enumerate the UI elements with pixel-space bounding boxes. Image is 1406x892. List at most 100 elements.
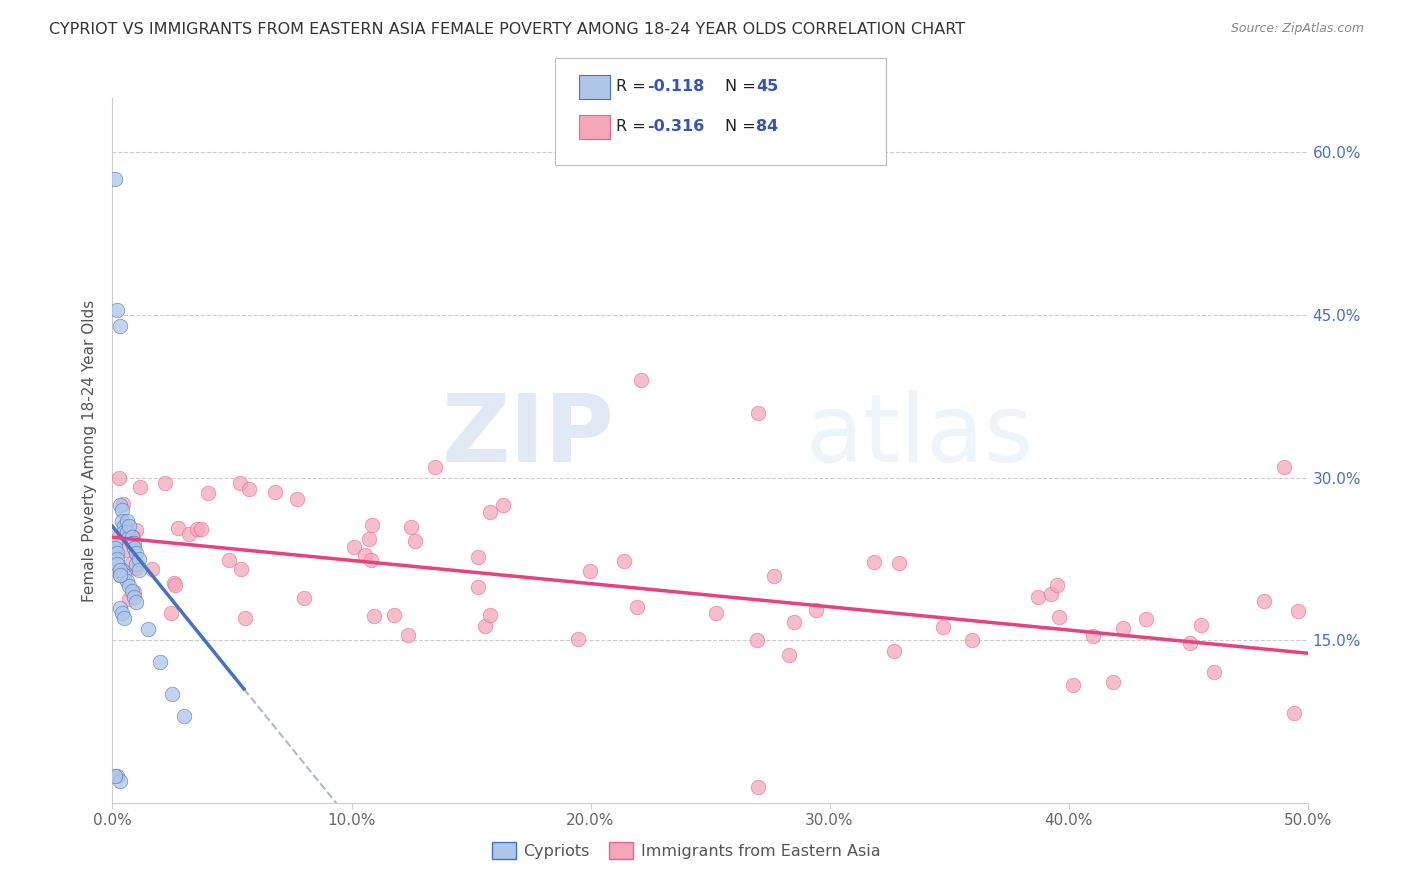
Text: -0.316: -0.316 [647, 120, 704, 134]
Point [783, 615, 806, 629]
Point [357, 532, 380, 546]
Point [1135, 612, 1157, 626]
Point [138, 623, 160, 637]
Point [1204, 665, 1226, 680]
Point [567, 632, 589, 647]
Point [747, 405, 769, 419]
Text: Source: ZipAtlas.com: Source: ZipAtlas.com [1230, 22, 1364, 36]
Point [104, 535, 127, 549]
Point [118, 579, 141, 593]
Point [292, 591, 315, 605]
Point [125, 558, 148, 572]
Point [149, 655, 172, 669]
Point [1039, 587, 1062, 601]
Text: R =: R = [616, 120, 651, 134]
Point [125, 595, 148, 609]
Text: N =: N = [725, 120, 762, 134]
Point [579, 564, 602, 578]
Point [467, 549, 489, 564]
Point [883, 644, 905, 658]
Point [115, 524, 138, 539]
Text: N =: N = [725, 79, 762, 95]
Point [111, 497, 134, 511]
Point [108, 318, 131, 333]
Legend: Cypriots, Immigrants from Eastern Asia: Cypriots, Immigrants from Eastern Asia [485, 836, 887, 865]
Point [613, 554, 636, 568]
Text: 84: 84 [756, 120, 779, 134]
Point [177, 527, 200, 541]
Point [105, 302, 128, 317]
Point [118, 519, 141, 533]
Point [122, 530, 145, 544]
Point [343, 540, 366, 554]
Point [478, 607, 501, 622]
Point [363, 608, 385, 623]
Text: 45: 45 [756, 79, 779, 95]
Point [128, 563, 150, 577]
Point [114, 519, 135, 533]
Point [129, 480, 152, 494]
Point [285, 491, 308, 506]
Point [862, 555, 884, 569]
Point [125, 561, 148, 575]
Point [173, 709, 195, 723]
Point [399, 520, 422, 534]
Point [108, 774, 131, 789]
Point [360, 553, 382, 567]
Point [114, 611, 135, 625]
Point [125, 523, 148, 537]
Point [125, 546, 148, 560]
Point [108, 498, 131, 512]
Point [122, 590, 145, 604]
Point [190, 522, 212, 536]
Point [115, 574, 138, 588]
Point [479, 505, 502, 519]
Point [474, 619, 496, 633]
Point [360, 518, 382, 533]
Point [630, 373, 652, 387]
Point [626, 600, 648, 615]
Point [121, 530, 143, 544]
Point [1062, 678, 1084, 692]
Point [141, 562, 163, 576]
Point [153, 476, 176, 491]
Text: ZIP: ZIP [441, 391, 614, 483]
Point [233, 611, 256, 625]
Point [121, 584, 143, 599]
Text: R =: R = [616, 79, 651, 95]
Point [804, 603, 827, 617]
Point [778, 648, 800, 662]
Point [111, 563, 134, 577]
Point [107, 531, 129, 545]
Point [229, 476, 252, 491]
Point [1189, 618, 1212, 632]
Point [117, 524, 139, 539]
Point [105, 769, 128, 783]
Point [1083, 629, 1105, 643]
Point [264, 485, 287, 500]
Point [104, 541, 127, 555]
Point [114, 524, 135, 539]
Point [159, 606, 181, 620]
Point [353, 548, 375, 562]
Point [108, 600, 131, 615]
Point [104, 769, 127, 783]
Point [396, 628, 419, 642]
Point [1282, 706, 1305, 720]
Point [118, 530, 141, 544]
Point [105, 558, 128, 572]
Point [167, 521, 190, 535]
Y-axis label: Female Poverty Among 18-24 Year Olds: Female Poverty Among 18-24 Year Olds [82, 300, 97, 601]
Point [121, 556, 143, 570]
Text: CYPRIOT VS IMMIGRANTS FROM EASTERN ASIA FEMALE POVERTY AMONG 18-24 YEAR OLDS COR: CYPRIOT VS IMMIGRANTS FROM EASTERN ASIA … [49, 22, 966, 37]
Point [108, 568, 131, 582]
Point [1272, 459, 1295, 474]
Point [745, 632, 768, 647]
Point [1112, 621, 1135, 635]
Point [163, 578, 186, 592]
Text: atlas: atlas [806, 391, 1033, 483]
Point [238, 482, 260, 496]
Point [115, 542, 138, 557]
Point [404, 534, 426, 549]
Point [218, 552, 240, 566]
